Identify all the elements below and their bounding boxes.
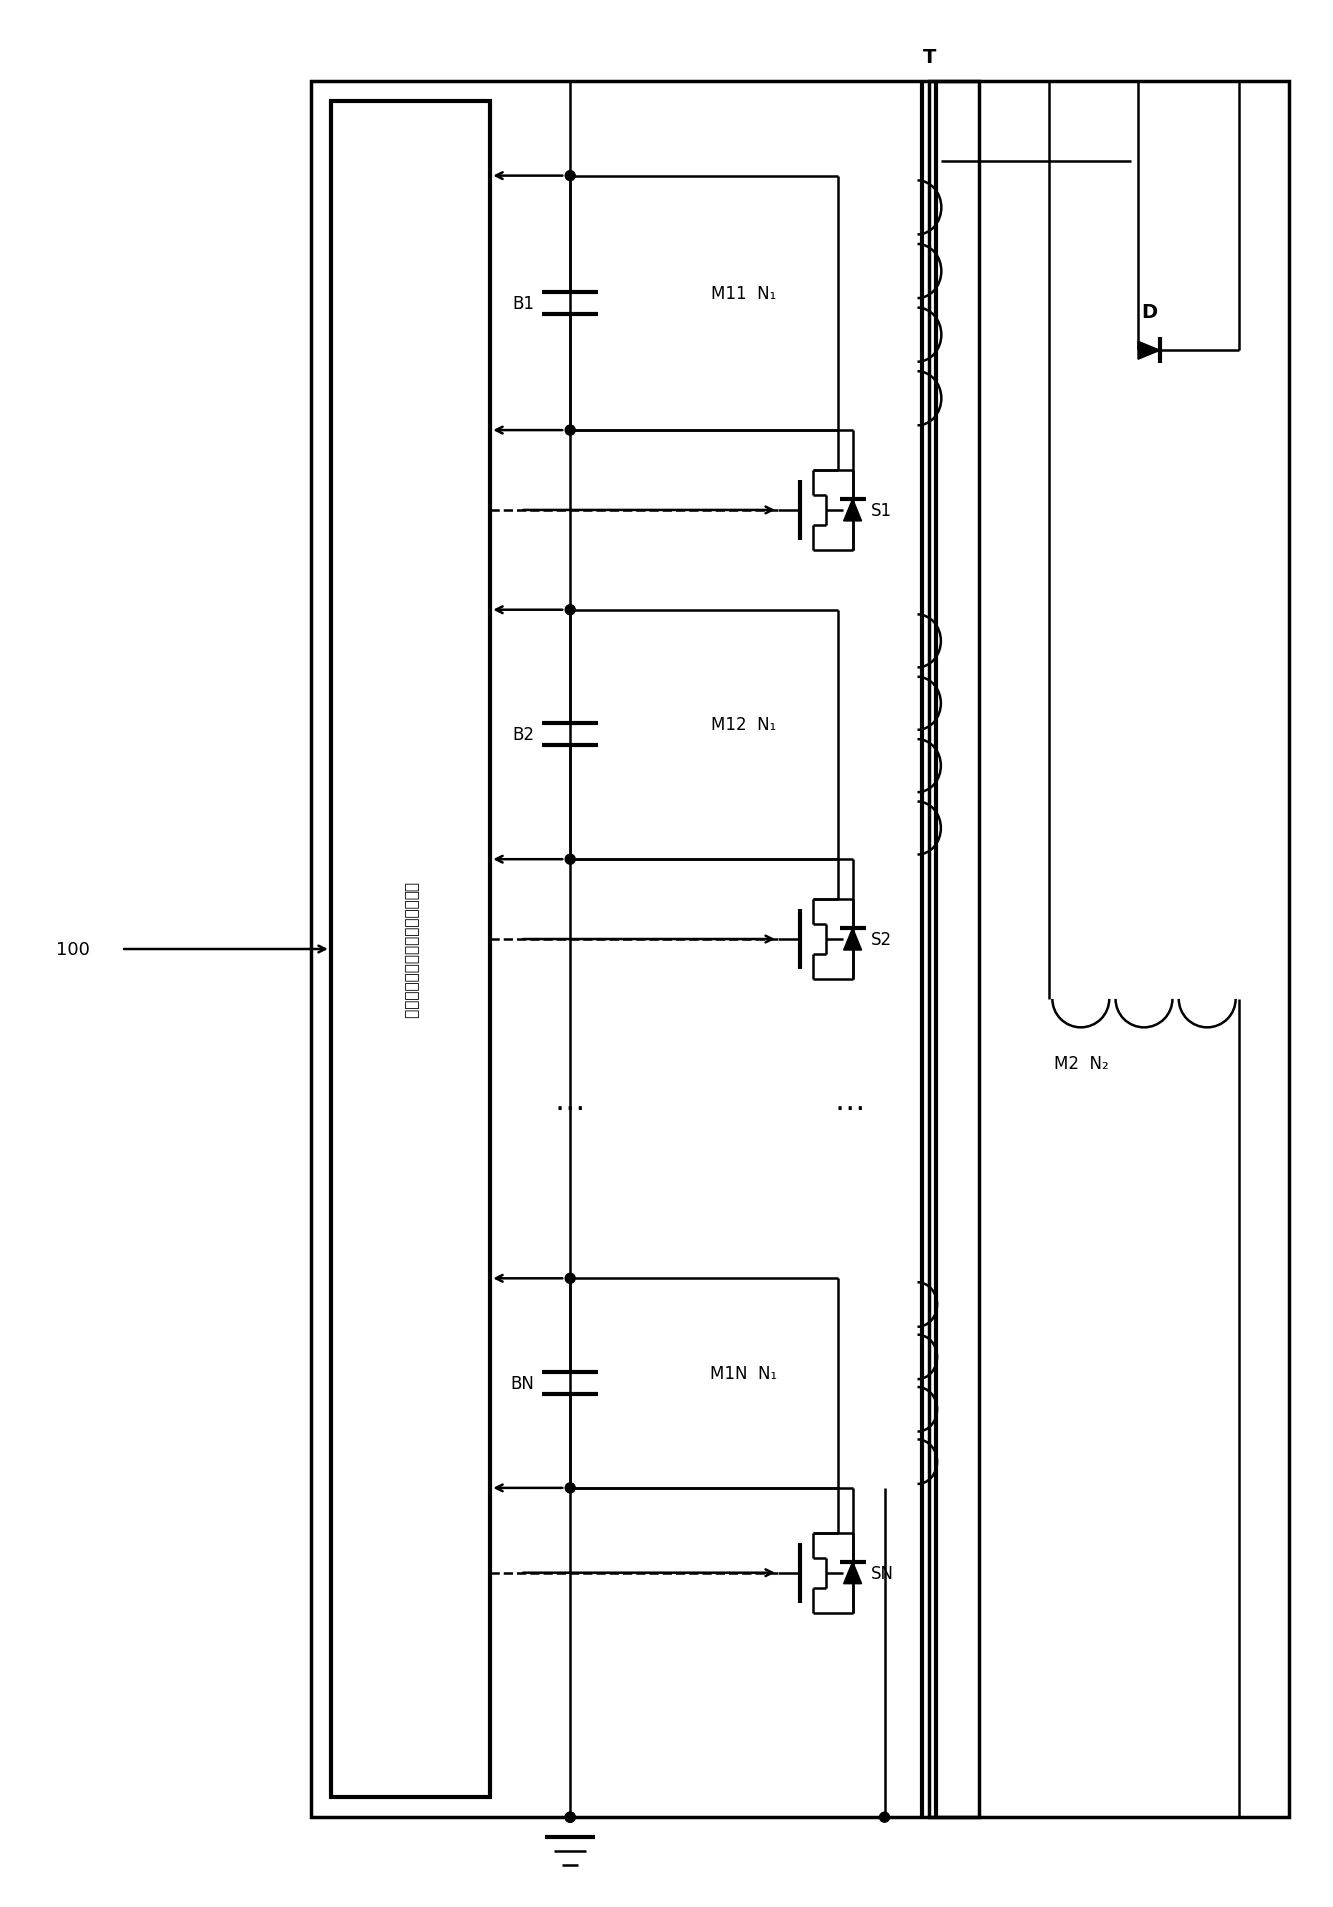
Circle shape [565, 1812, 576, 1823]
Bar [331, 101, 491, 1796]
Text: B1: B1 [512, 296, 535, 313]
Text: M2  N₂: M2 N₂ [1054, 1055, 1109, 1072]
Text: D: D [1141, 303, 1157, 322]
Text: SN: SN [870, 1564, 893, 1583]
Polygon shape [844, 929, 861, 950]
Text: T: T [922, 48, 936, 67]
Text: B2: B2 [512, 727, 535, 744]
Circle shape [880, 1812, 889, 1823]
Circle shape [565, 1484, 576, 1493]
Bar [929, 82, 1289, 1817]
Text: 100: 100 [56, 940, 91, 959]
Text: M11  N₁: M11 N₁ [712, 284, 776, 303]
Circle shape [565, 172, 576, 181]
Polygon shape [1138, 341, 1160, 360]
Circle shape [565, 1274, 576, 1283]
Text: ⋯: ⋯ [555, 1095, 585, 1123]
Circle shape [565, 854, 576, 864]
Bar [311, 82, 980, 1817]
Polygon shape [844, 1562, 861, 1585]
Text: M1N  N₁: M1N N₁ [710, 1364, 777, 1383]
Text: BN: BN [511, 1375, 535, 1392]
Text: 电压感测和开关驱动信号产生单元: 电压感测和开关驱动信号产生单元 [403, 881, 419, 1018]
Circle shape [565, 605, 576, 616]
Text: S2: S2 [870, 931, 892, 948]
Polygon shape [844, 500, 861, 523]
Circle shape [565, 425, 576, 437]
Text: ⋯: ⋯ [834, 1095, 865, 1123]
Text: S1: S1 [870, 502, 892, 519]
Text: M12  N₁: M12 N₁ [712, 717, 776, 734]
Circle shape [565, 1812, 576, 1823]
